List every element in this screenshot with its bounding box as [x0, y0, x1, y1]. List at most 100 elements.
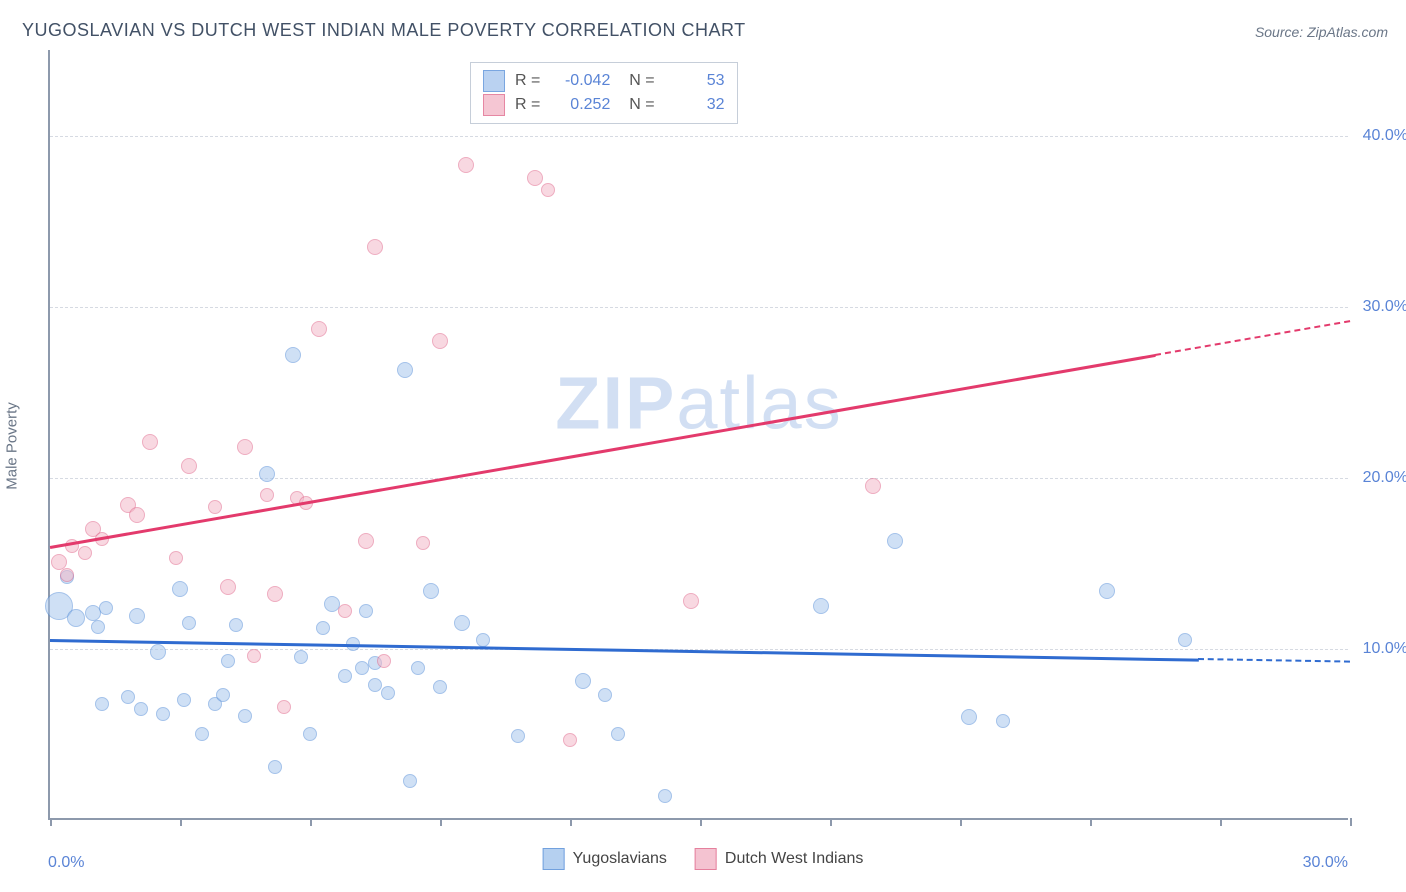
x-tick — [830, 818, 832, 826]
n-value: 53 — [665, 69, 725, 93]
r-label: R = — [515, 69, 540, 93]
data-point — [683, 593, 699, 609]
x-tick — [700, 818, 702, 826]
data-point — [411, 661, 425, 675]
data-point — [129, 507, 145, 523]
legend-label: Yugoslavians — [573, 850, 667, 868]
x-tick — [440, 818, 442, 826]
data-point — [454, 615, 470, 631]
data-point — [259, 466, 275, 482]
data-point — [150, 644, 166, 660]
data-point — [220, 579, 236, 595]
data-point — [338, 604, 352, 618]
y-tick-label: 10.0% — [1363, 640, 1406, 658]
data-point — [359, 604, 373, 618]
data-point — [575, 673, 591, 689]
x-tick — [1090, 818, 1092, 826]
data-point — [169, 551, 183, 565]
y-tick-label: 40.0% — [1363, 127, 1406, 145]
x-max-label: 30.0% — [1303, 854, 1348, 872]
data-point — [229, 618, 243, 632]
data-point — [367, 239, 383, 255]
x-tick — [50, 818, 52, 826]
x-tick — [1220, 818, 1222, 826]
data-point — [268, 760, 282, 774]
data-point — [377, 654, 391, 668]
data-point — [277, 700, 291, 714]
legend-swatch — [543, 848, 565, 870]
data-point — [311, 321, 327, 337]
series-swatch — [483, 94, 505, 116]
gridline — [50, 478, 1348, 479]
data-point — [129, 608, 145, 624]
data-point — [142, 434, 158, 450]
data-point — [121, 690, 135, 704]
data-point — [247, 649, 261, 663]
data-point — [221, 654, 235, 668]
data-point — [1099, 583, 1115, 599]
data-point — [67, 609, 85, 627]
data-point — [216, 688, 230, 702]
data-point — [432, 333, 448, 349]
data-point — [316, 621, 330, 635]
plot-area: ZIPatlas R =-0.042 N =53R =0.252 N =32 1… — [48, 50, 1348, 820]
x-min-label: 0.0% — [48, 854, 84, 872]
series-swatch — [483, 70, 505, 92]
data-point — [658, 789, 672, 803]
data-point — [99, 601, 113, 615]
legend-item: Yugoslavians — [543, 848, 667, 870]
data-point — [51, 554, 67, 570]
data-point — [476, 633, 490, 647]
data-point — [181, 458, 197, 474]
data-point — [358, 533, 374, 549]
data-point — [294, 650, 308, 664]
data-point — [961, 709, 977, 725]
data-point — [195, 727, 209, 741]
n-label: N = — [620, 69, 654, 93]
x-tick — [180, 818, 182, 826]
y-axis-title: Male Poverty — [4, 402, 21, 490]
n-value: 32 — [665, 93, 725, 117]
trend-line-extrapolated — [1155, 320, 1350, 356]
x-tick — [1350, 818, 1352, 826]
legend-item: Dutch West Indians — [695, 848, 863, 870]
data-point — [368, 678, 382, 692]
data-point — [423, 583, 439, 599]
r-label: R = — [515, 93, 540, 117]
trend-line-extrapolated — [1198, 658, 1350, 663]
x-tick — [310, 818, 312, 826]
data-point — [285, 347, 301, 363]
data-point — [996, 714, 1010, 728]
data-point — [267, 586, 283, 602]
chart-title: YUGOSLAVIAN VS DUTCH WEST INDIAN MALE PO… — [22, 20, 746, 41]
legend-label: Dutch West Indians — [725, 850, 863, 868]
data-point — [397, 362, 413, 378]
data-point — [1178, 633, 1192, 647]
gridline — [50, 307, 1348, 308]
data-point — [381, 686, 395, 700]
data-point — [177, 693, 191, 707]
data-point — [865, 478, 881, 494]
r-value: 0.252 — [550, 93, 610, 117]
x-tick — [570, 818, 572, 826]
gridline — [50, 136, 1348, 137]
data-point — [563, 733, 577, 747]
data-point — [403, 774, 417, 788]
x-tick — [960, 818, 962, 826]
data-point — [355, 661, 369, 675]
stat-row: R =0.252 N =32 — [483, 93, 725, 117]
trend-line — [50, 354, 1155, 548]
r-value: -0.042 — [550, 69, 610, 93]
data-point — [134, 702, 148, 716]
legend: Yugoslavians Dutch West Indians — [543, 848, 864, 870]
data-point — [541, 183, 555, 197]
legend-swatch — [695, 848, 717, 870]
data-point — [338, 669, 352, 683]
data-point — [208, 500, 222, 514]
stat-row: R = -0.042 N = 53 — [483, 69, 725, 93]
data-point — [78, 546, 92, 560]
y-tick-label: 20.0% — [1363, 469, 1406, 487]
data-point — [611, 727, 625, 741]
data-point — [813, 598, 829, 614]
data-point — [237, 439, 253, 455]
